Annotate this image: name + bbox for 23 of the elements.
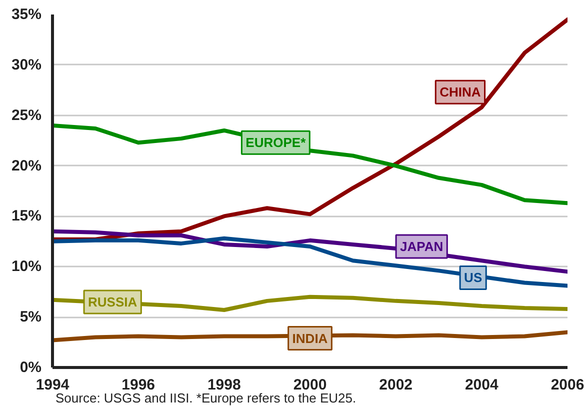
y-tick-label: 25%	[11, 106, 42, 124]
series-label: EUROPE*	[246, 135, 307, 150]
x-tick-label: 2000	[293, 376, 327, 394]
x-tick-label: 2006	[550, 376, 584, 394]
y-tick-label: 20%	[11, 157, 42, 174]
y-tick-label: 5%	[20, 308, 42, 326]
series-label: RUSSIA	[88, 294, 138, 310]
x-tick-label: 1996	[122, 376, 156, 394]
x-tick-label: 1998	[207, 376, 241, 394]
source-note: Source: USGS and IISI. *Europe refers to the EU25.	[56, 390, 356, 406]
series-label: CHINA	[440, 84, 482, 100]
series-label: US	[464, 270, 482, 286]
y-tick-label: 30%	[11, 56, 42, 74]
series-label: JAPAN	[400, 238, 444, 254]
x-tick-label: 2002	[379, 376, 413, 394]
y-tick-label: 35%	[11, 6, 42, 23]
y-tick-label: 15%	[11, 208, 42, 225]
y-tick-label: 0%	[20, 359, 42, 376]
x-tick-label: 2004	[464, 376, 500, 394]
line-series	[52, 236, 568, 288]
y-tick-label: 10%	[11, 258, 42, 276]
x-tick-label: 1994	[36, 376, 70, 394]
series-label: INDIA	[292, 330, 328, 346]
